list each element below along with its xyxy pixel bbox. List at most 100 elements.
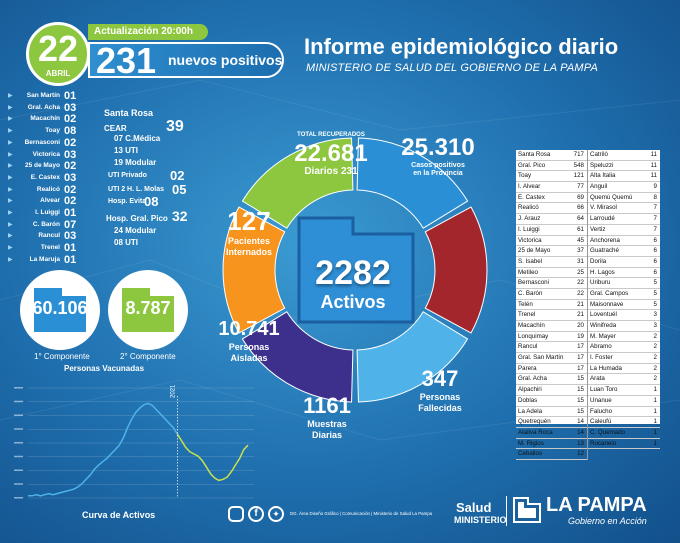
locality-row: ▶ La Maruja 01 [4,254,104,266]
locality-row: ▶ E. Castex 03 [4,172,104,184]
table-row: Larroudé 7 [588,214,660,225]
table-cell-count: 11 [650,172,657,180]
table-cell-count: 20 [577,322,584,329]
locality-name: Realicó [36,185,60,193]
series-line-green [176,433,249,482]
active-value: 2282 [315,254,391,292]
table-row: Vertiz 7 [588,225,660,236]
locality-name: E. Castex [30,173,60,181]
triangle-bullet-icon: ▶ [8,210,13,216]
table-cell-count: 2 [653,332,657,340]
table-cell-count: 7 [653,204,657,212]
table-cell-locality: Anguil [590,183,608,191]
table-row: I. Foster 2 [588,353,660,364]
table-row: Santa Rosa 717 [516,150,587,161]
locality-value: 01 [64,207,77,219]
table-row: Falucho 1 [588,407,660,418]
table-row: Maisonnave 5 [588,300,660,311]
table-cell-count: 25 [577,268,584,276]
triangle-bullet-icon: ▶ [8,221,13,228]
table-cell-locality: Winifreda [590,322,617,329]
table-cell-locality: Alta Italia [590,172,616,180]
table-cell-locality: Speluzzi [590,161,614,169]
deceased-label-1: Personas [419,392,461,402]
triangle-bullet-icon: ▶ [8,186,13,193]
salud-label: Salud [456,500,492,515]
table-cell-count: 17 [577,354,584,362]
facebook-icon[interactable]: f [248,506,264,522]
la-pampa-label: LA PAMPA [546,494,647,516]
table-cell-locality: Uriburu [590,279,611,287]
table-cell-count: 6 [653,257,657,265]
table-row: H. Lagos 6 [588,268,660,279]
table-row: Ceballos 12 [516,449,587,460]
table-row: Gral. Acha 15 [516,374,587,386]
segment-hospitalized [222,206,286,334]
table-row: Luan Toro 1 [588,385,660,396]
date-month: ABRIL [45,69,71,78]
table-row: La Humada 2 [588,364,660,375]
table-cell-locality: M. Riglos [518,439,544,447]
locality-row: ▶ Alvear 02 [4,195,104,207]
new-positives-value: 231 [96,40,157,81]
table-cell-locality: Toay [518,172,532,180]
table-cell-locality: La Humada [590,364,622,372]
table-cell-count: 77 [577,183,584,191]
instagram-icon[interactable] [228,506,244,522]
vaccine-second-value: 8.787 [125,298,171,318]
table-row: Toay 121 [516,171,587,183]
table-cell-count: 6 [653,247,657,255]
table-cell-count: 11 [650,161,657,169]
new-positives-banner [88,42,284,78]
locality-name: Gral. Acha [27,103,60,111]
cmedica-total: 39 [166,118,184,135]
locality-value: 03 [64,101,77,114]
table-cell-count: 61 [577,225,584,233]
table-row: M. Riglos 13 [516,439,587,450]
table-cell-locality: Gral. Campos [590,289,629,297]
cases-by-locality-table: Santa Rosa 717 Gral. Pico 548 Toay 121 I. Alve… [516,150,660,460]
table-cell-locality: J. Arauz [518,215,541,223]
table-cell-locality: Macachín [518,322,545,329]
page-subtitle: MINISTERIO DE SALUD DEL GOBIERNO DE LA P… [306,62,599,74]
locality-value: 08 [64,125,77,138]
gobierno-label: Gobierno en Acción [568,516,647,526]
table-cell-count: 15 [577,375,584,383]
table-cell-locality: C. Barón [518,289,543,297]
update-time-banner: Actualización 20:00h [88,24,208,40]
table-cell-locality: Quemú Quemú [590,193,633,201]
table-cell-count: 11 [650,151,657,158]
pico-label: Hosp. Gral. Pico [106,214,168,223]
table-cell-count: 14 [577,418,584,426]
table-row: Catriló 11 [588,150,660,161]
locality-name: I. Luiggi [35,209,60,216]
table-cell-count: 1 [653,396,657,404]
la-pampa-map-icon [34,288,86,332]
vaccine-first-value: 60.106 [32,298,88,318]
table-row: Rucanelo 1 [588,439,660,450]
table-cell-count: 21 [577,300,584,308]
triangle-bullet-icon: ▶ [8,174,13,181]
table-row: Realicó 66 [516,203,587,215]
vaccine-first-dose: 60.106 [20,270,100,350]
table-cell-count: 7 [653,215,657,223]
table-cell-locality: Santa Rosa [518,151,551,158]
table-column-left: Santa Rosa 717 Gral. Pico 548 Toay 121 I. Alve… [516,150,588,460]
table-cell-count: 2 [653,375,657,383]
triangle-bullet-icon: ▶ [8,116,13,123]
table-cell-locality: V. Mirasol [590,204,617,212]
table-row: Parera 17 [516,364,587,375]
table-row: Arata 2 [588,374,660,386]
table-cell-locality: Alpachiri [518,386,542,394]
recovered-daily: Diarios 231 [304,166,358,177]
vaccine-caption: Personas Vacunadas [64,364,145,373]
table-cell-locality: Metileo [518,268,538,276]
table-row: Lonquimay 19 [516,332,587,343]
triangle-bullet-icon: ▶ [8,104,13,111]
uti-13: 13 UTI [114,146,139,155]
table-cell-locality: 25 de Mayo [518,247,551,255]
twitter-icon[interactable]: ✦ [268,506,284,522]
table-cell-locality: Gral. Pico [518,161,546,169]
table-cell-count: 548 [573,161,584,169]
